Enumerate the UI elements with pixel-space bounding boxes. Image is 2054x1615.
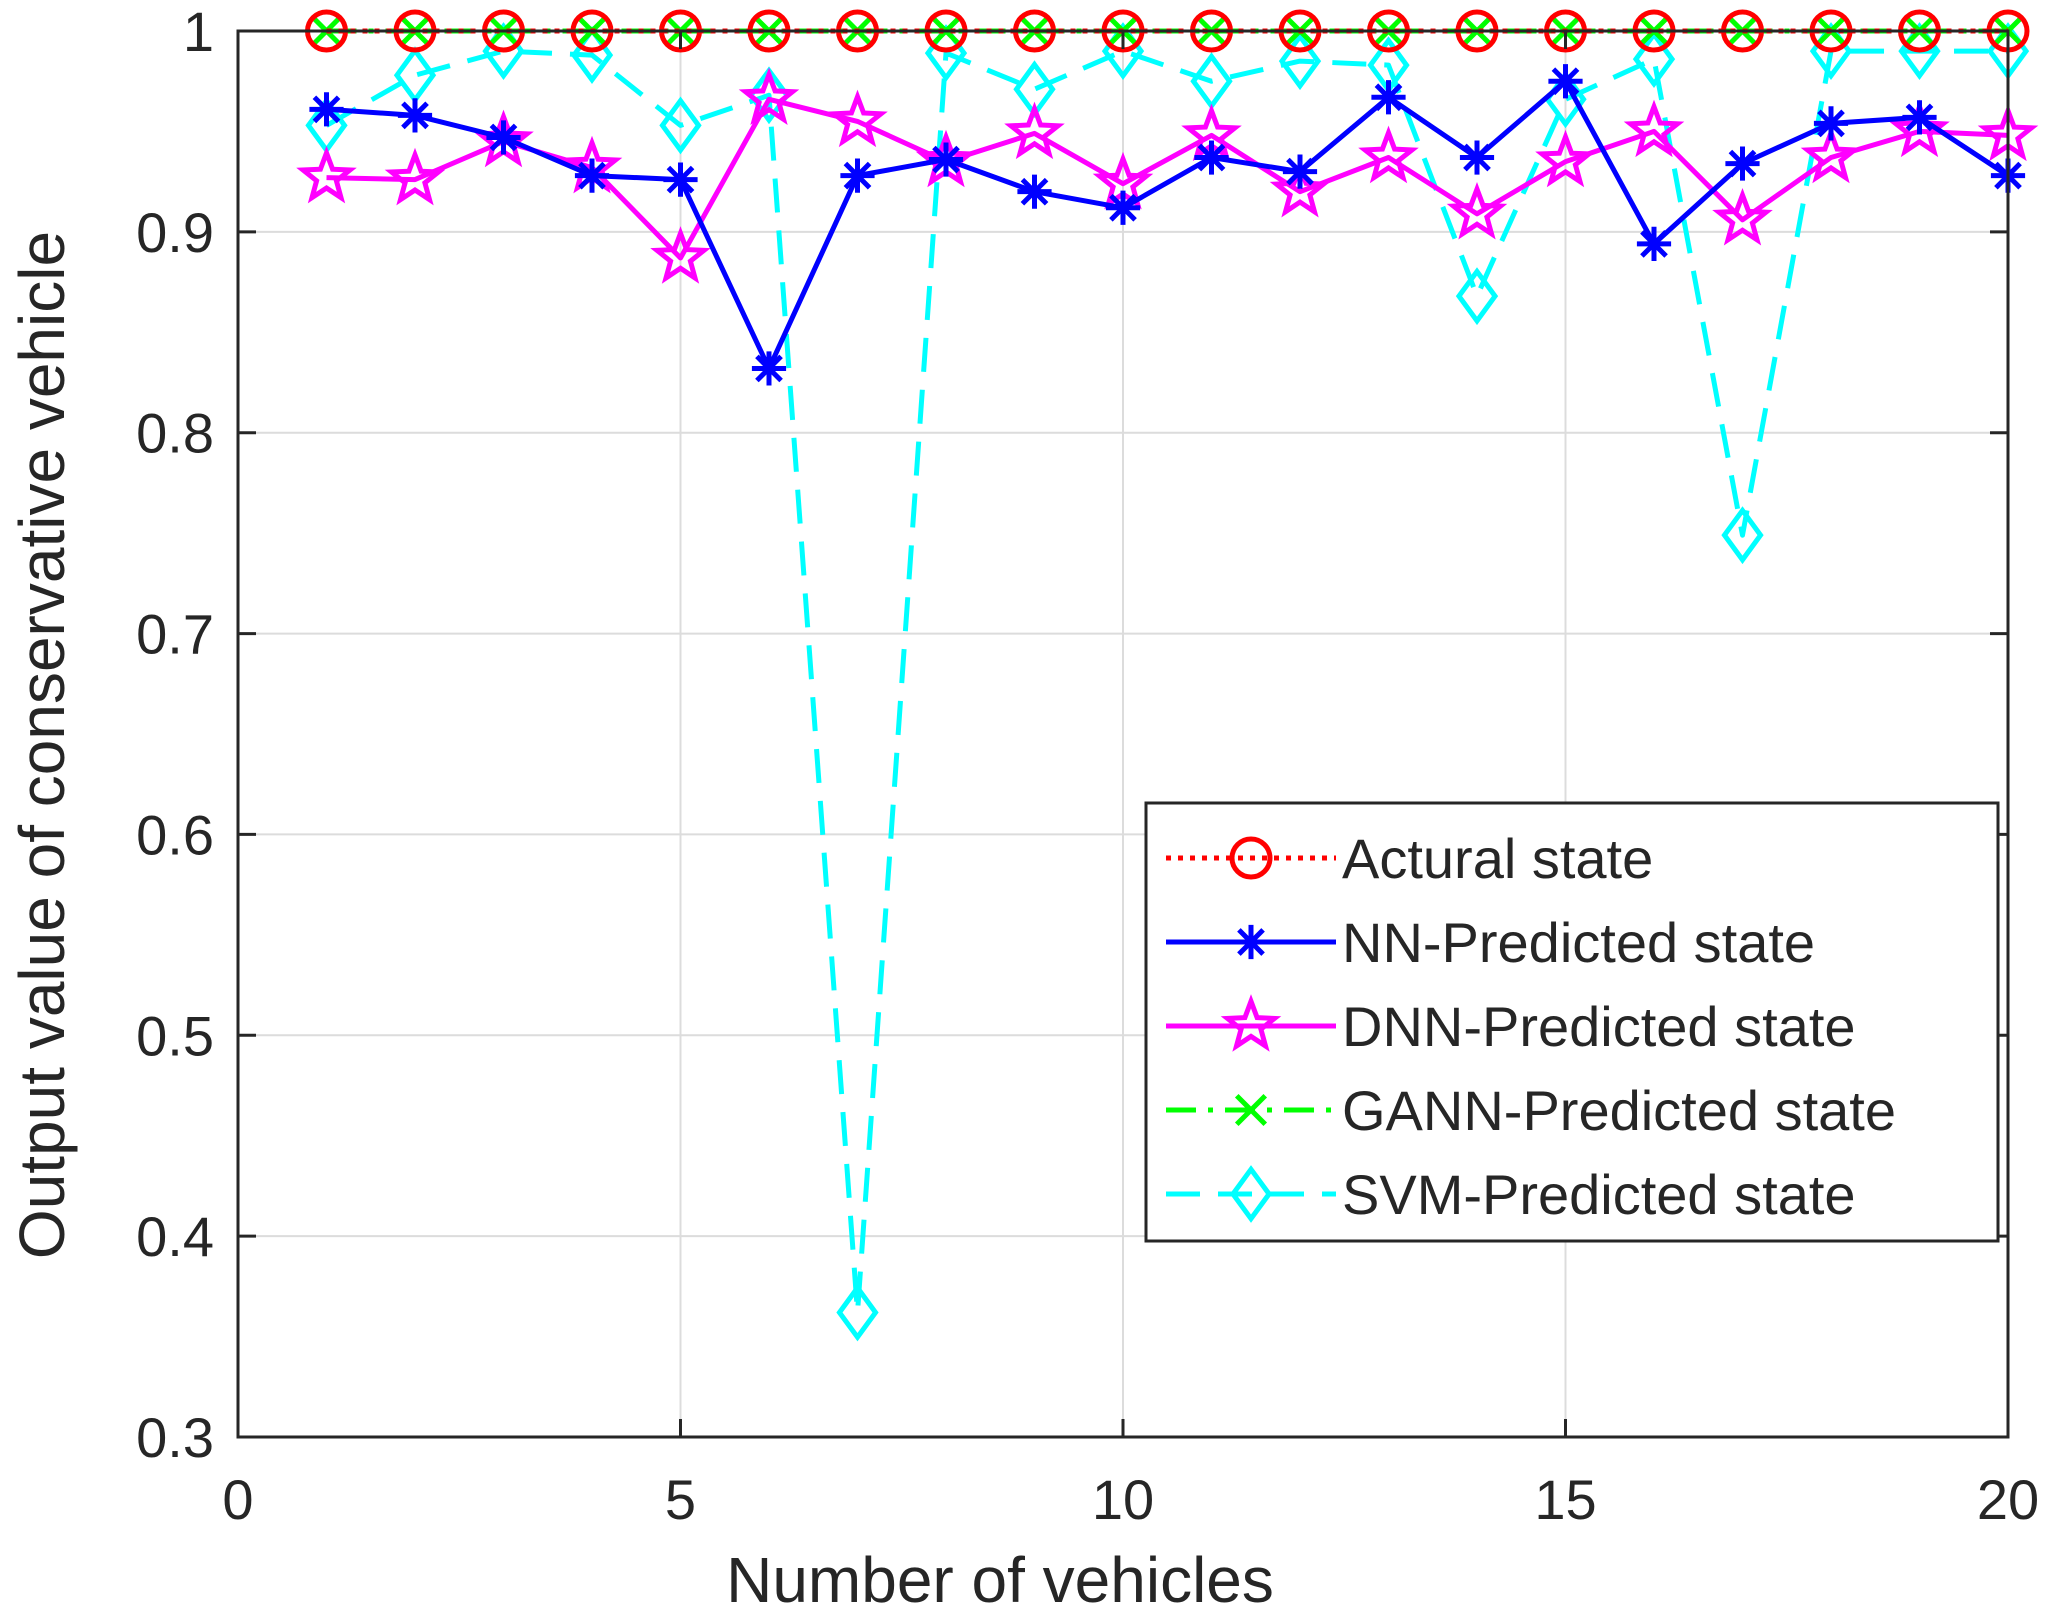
- data-point: [650, 226, 711, 284]
- y-tick-label: 1: [183, 0, 214, 63]
- data-point: [1278, 32, 1322, 91]
- legend-entry: Actural state: [1166, 827, 1653, 890]
- legend-label: Actural state: [1342, 827, 1653, 890]
- x-tick-label: 0: [222, 1468, 253, 1531]
- data-point: [1535, 129, 1596, 188]
- legend-marker: [1234, 1093, 1268, 1127]
- data-point: [1455, 267, 1499, 326]
- legend-entry: GANN-Predicted state: [1166, 1079, 1896, 1142]
- data-point: [397, 98, 433, 133]
- tick-labels: 0 5 10 15 20 0.3 0.4 0.5 0.6 0.7 0.8 0.9 1: [136, 0, 2039, 1531]
- data-point: [747, 66, 791, 125]
- legend-label: GANN-Predicted state: [1342, 1079, 1896, 1142]
- y-tick-label: 0.9: [136, 201, 214, 264]
- y-tick-label: 0.7: [136, 603, 214, 666]
- legend-marker: [1229, 836, 1273, 880]
- data-point: [663, 162, 698, 197]
- series-line: [325, 48, 2008, 1315]
- data-point: [1712, 187, 1773, 246]
- legend-entry: NN-Predicted state: [1166, 911, 1815, 974]
- data-point: [836, 1283, 879, 1342]
- series-dnn-predicted-state: [296, 67, 2039, 284]
- y-tick-label: 0.5: [136, 1004, 214, 1067]
- data-point: [751, 351, 787, 386]
- data-point: [1269, 159, 1331, 218]
- data-point: [1721, 506, 1764, 565]
- y-tick-label: 0.6: [136, 803, 214, 866]
- data-point: [1623, 99, 1685, 158]
- legend: Actural state NN-Predicted state DNN-Predi…: [1144, 801, 2000, 1243]
- data-point: [1459, 140, 1495, 175]
- legend-marker: [1229, 1165, 1273, 1223]
- y-tick-label: 0.4: [136, 1205, 214, 1268]
- data-point: [738, 67, 800, 126]
- data-point: [1800, 125, 1862, 184]
- data-point: [1889, 99, 1950, 158]
- x-tick-label: 10: [1092, 1468, 1154, 1531]
- legend-label: NN-Predicted state: [1342, 911, 1815, 974]
- data-point: [1725, 146, 1760, 181]
- data-point: [1636, 226, 1672, 262]
- legend-label: DNN-Predicted state: [1342, 995, 1856, 1058]
- data-point: [827, 89, 888, 148]
- legend-marker: [1220, 994, 1282, 1052]
- legend-marker: [1233, 924, 1269, 960]
- data-point: [309, 92, 344, 127]
- x-tick-label: 20: [1977, 1468, 2039, 1531]
- y-axis-label: Output value of conservative vehicle: [6, 231, 78, 1259]
- data-point: [1017, 174, 1052, 209]
- x-tick-label: 5: [665, 1468, 696, 1531]
- data-point: [840, 158, 875, 193]
- axes: [236, 29, 2010, 1439]
- data-point: [574, 158, 610, 193]
- data-point: [1632, 30, 1676, 89]
- legend-box: [1144, 801, 2000, 1243]
- data-point: [1548, 64, 1583, 99]
- data-point: [1282, 154, 1318, 189]
- data-point: [659, 96, 702, 155]
- x-tick-label: 15: [1534, 1468, 1596, 1531]
- data-point: [1446, 181, 1508, 240]
- legend-entry: SVM-Predicted state: [1166, 1163, 1856, 1226]
- data-point: [1358, 125, 1419, 184]
- data-point: [1004, 101, 1065, 160]
- data-point: [486, 120, 521, 155]
- x-axis-label: Number of vehicles: [726, 1544, 1274, 1615]
- legend-entry: DNN-Predicted state: [1166, 994, 1856, 1058]
- data-point: [928, 142, 964, 177]
- data-point: [296, 145, 357, 204]
- y-tick-label: 0.3: [136, 1406, 214, 1469]
- data-point: [1813, 106, 1849, 141]
- y-tick-label: 0.8: [136, 402, 214, 465]
- data-point: [1105, 190, 1141, 225]
- data-point: [1371, 80, 1406, 115]
- data-point: [1194, 140, 1229, 175]
- data-point: [384, 147, 446, 206]
- data-point: [1902, 100, 1937, 135]
- legend-label: SVM-Predicted state: [1342, 1163, 1856, 1226]
